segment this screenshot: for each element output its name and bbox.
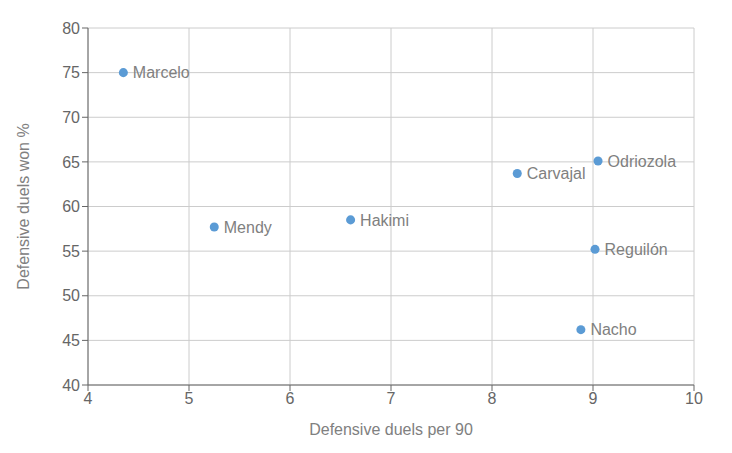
svg-text:8: 8 <box>488 390 497 407</box>
svg-text:10: 10 <box>685 390 703 407</box>
svg-text:4: 4 <box>84 390 93 407</box>
svg-text:Defensive duels won %: Defensive duels won % <box>15 123 32 289</box>
svg-text:Carvajal: Carvajal <box>527 165 586 182</box>
svg-text:Mendy: Mendy <box>224 219 272 236</box>
svg-text:Reguilón: Reguilón <box>605 241 668 258</box>
svg-text:9: 9 <box>589 390 598 407</box>
svg-text:Odriozola: Odriozola <box>608 153 677 170</box>
svg-text:6: 6 <box>286 390 295 407</box>
svg-text:Marcelo: Marcelo <box>133 64 190 81</box>
svg-text:5: 5 <box>185 390 194 407</box>
svg-text:60: 60 <box>62 198 80 215</box>
svg-text:40: 40 <box>62 377 80 394</box>
svg-text:Nacho: Nacho <box>590 321 636 338</box>
svg-text:75: 75 <box>62 64 80 81</box>
svg-text:70: 70 <box>62 109 80 126</box>
svg-text:80: 80 <box>62 20 80 37</box>
svg-text:Defensive duels per 90: Defensive duels per 90 <box>309 421 473 438</box>
svg-text:65: 65 <box>62 154 80 171</box>
svg-text:50: 50 <box>62 287 80 304</box>
svg-text:7: 7 <box>387 390 396 407</box>
svg-text:45: 45 <box>62 332 80 349</box>
svg-text:Hakimi: Hakimi <box>360 212 409 229</box>
svg-text:55: 55 <box>62 243 80 260</box>
